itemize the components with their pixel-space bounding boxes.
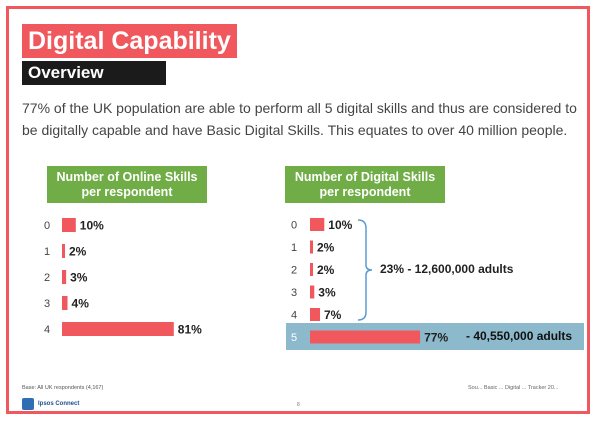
slide-title: Digital Capability [22,24,237,58]
digital-skills-chart-title: Number of Digital Skills per respondent [285,166,445,203]
value-label: 77% [424,331,448,345]
bar [62,218,76,232]
category-label: 3 [291,287,297,299]
value-label: 10% [328,218,352,232]
online-skills-chart-title: Number of Online Skills per respondent [47,166,207,203]
category-label: 1 [44,246,50,258]
bar [310,263,313,276]
logo-text: Ipsos Connect [38,401,80,407]
base-note: Base: All UK respondents (4,167) [22,385,104,391]
category-label: 2 [291,265,297,277]
bar [62,270,67,284]
value-label: 2% [317,263,335,277]
category-label: 2 [44,272,50,284]
value-label: 2% [69,245,87,259]
category-label: 1 [291,242,297,254]
highlight-annotation: - 40,550,000 adults [466,329,573,343]
page-number: 8 [297,402,300,408]
bar [62,244,65,258]
bar [310,240,313,254]
bar [310,285,315,299]
value-label: 4% [72,297,90,311]
slide-frame [6,6,590,414]
slide-subtitle: Overview [22,61,166,85]
intro-paragraph: 77% of the UK population are able to per… [22,100,577,138]
ipsos-logo: Ipsos Connect [22,398,79,410]
category-label: 5 [291,332,297,344]
category-label: 4 [291,310,297,322]
value-label: 10% [80,219,104,233]
bar [62,322,174,336]
group-annotation: 23% - 12,600,000 adults [380,262,514,276]
value-label: 2% [317,241,335,255]
value-label: 7% [324,308,342,322]
category-label: 0 [291,220,297,232]
bar [310,308,321,321]
category-label: 0 [44,220,50,232]
group-bracket [357,219,373,321]
bar [310,218,325,231]
value-label: 3% [318,286,336,300]
source-note: Sou... Basic ... Digital ... Tracker 20.… [468,385,559,391]
category-label: 3 [44,298,50,310]
category-label: 4 [44,324,50,336]
bar [62,296,68,310]
bar [310,330,421,344]
ipsos-logo-icon [22,398,34,410]
value-label: 3% [70,271,88,285]
value-label: 81% [178,323,202,337]
